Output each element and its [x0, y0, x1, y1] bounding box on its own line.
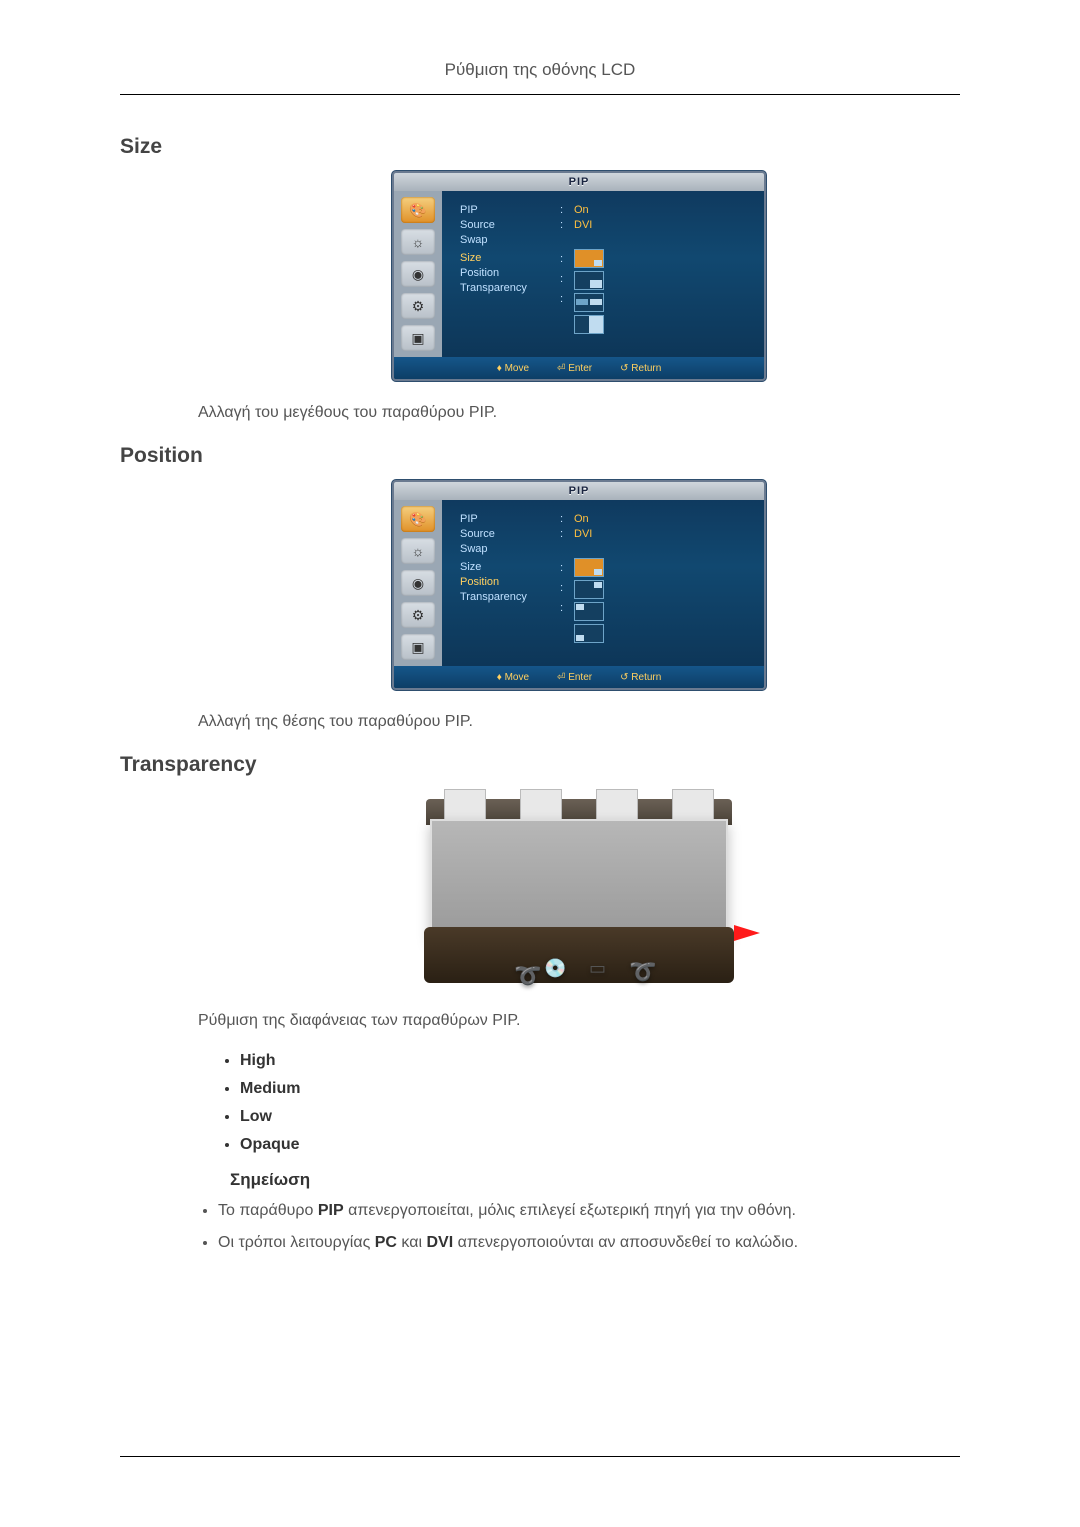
osd-title: PIP: [394, 173, 764, 191]
osd-row-swap: Swap: [460, 543, 750, 555]
osd-footer: ♦ Move ⏎ Enter ↺ Return: [394, 357, 764, 379]
osd-row-size: Size: [460, 252, 560, 264]
cable2-icon: ➰: [629, 959, 656, 985]
osd-menu-position: PIP 🎨 ☼ ◉ ⚙ ▣ PIP:On Source:DVI: [392, 480, 766, 690]
note-2: Οι τρόποι λειτουργίας PC και DVI απενεργ…: [218, 1232, 960, 1254]
osd-row-pip: PIP:On: [460, 513, 750, 525]
note-heading: Σημείωση: [230, 1170, 960, 1190]
notes-list: Το παράθυρο PIP απενεργοποιείται, μόλις …: [198, 1200, 960, 1255]
osd-row-size: Size: [460, 561, 560, 573]
osd-row-position: Position: [460, 267, 560, 279]
osd-row-source: Source:DVI: [460, 219, 750, 231]
arrow-icon: [734, 925, 760, 941]
size-thumbnails: [574, 249, 604, 334]
figure-size: PIP 🎨 ☼ ◉ ⚙ ▣ PIP:On Source:DVI: [198, 171, 960, 386]
transparency-options: High Medium Low Opaque: [220, 1052, 960, 1154]
option-medium: Medium: [240, 1080, 960, 1098]
desc-size: Αλλαγή του μεγέθους του παραθύρου PIP.: [198, 404, 960, 422]
gear-icon: ⚙: [401, 293, 435, 319]
disc-icon: 💿: [544, 958, 566, 979]
heading-position: Position: [120, 444, 960, 468]
osd-menu-size: PIP 🎨 ☼ ◉ ⚙ ▣ PIP:On Source:DVI: [392, 171, 766, 381]
gear-icon: ⚙: [401, 602, 435, 628]
osd-title: PIP: [394, 482, 764, 500]
brightness-icon: ☼: [401, 538, 435, 564]
figure-position: PIP 🎨 ☼ ◉ ⚙ ▣ PIP:On Source:DVI: [198, 480, 960, 695]
palette-icon: 🎨: [401, 506, 435, 532]
dial-icon: ◉: [401, 570, 435, 596]
remote-icon: ▭: [589, 958, 606, 979]
option-low: Low: [240, 1108, 960, 1126]
page-header: Ρύθμιση της οθόνης LCD: [120, 60, 960, 95]
osd-row-transparency: Transparency: [460, 591, 560, 603]
option-high: High: [240, 1052, 960, 1070]
osd-row-source: Source:DVI: [460, 528, 750, 540]
heading-size: Size: [120, 135, 960, 159]
osd-sidebar: 🎨 ☼ ◉ ⚙ ▣: [394, 191, 442, 357]
footer-separator: [120, 1456, 960, 1457]
note-1: Το παράθυρο PIP απενεργοποιείται, μόλις …: [218, 1200, 960, 1222]
osd-row-transparency: Transparency: [460, 282, 560, 294]
brightness-icon: ☼: [401, 229, 435, 255]
osd-row-position: Position: [460, 576, 560, 588]
osd-row-pip: PIP:On: [460, 204, 750, 216]
option-opaque: Opaque: [240, 1136, 960, 1154]
position-thumbnails: [574, 558, 604, 643]
palette-icon: 🎨: [401, 197, 435, 223]
desc-position: Αλλαγή της θέσης του παραθύρου PIP.: [198, 713, 960, 731]
cable-icon: ➰: [514, 963, 541, 989]
figure-transparency: 💿 ➰ ▭ ➰: [198, 789, 960, 994]
osd-row-swap: Swap: [460, 234, 750, 246]
osd-sidebar: 🎨 ☼ ◉ ⚙ ▣: [394, 500, 442, 666]
dial-icon: ◉: [401, 261, 435, 287]
heading-transparency: Transparency: [120, 753, 960, 777]
screen-icon: ▣: [401, 325, 435, 351]
osd-footer: ♦ Move ⏎ Enter ↺ Return: [394, 666, 764, 688]
screen-icon: ▣: [401, 634, 435, 660]
desc-transparency: Ρύθμιση της διαφάνειας των παραθύρων PIP…: [198, 1012, 960, 1030]
